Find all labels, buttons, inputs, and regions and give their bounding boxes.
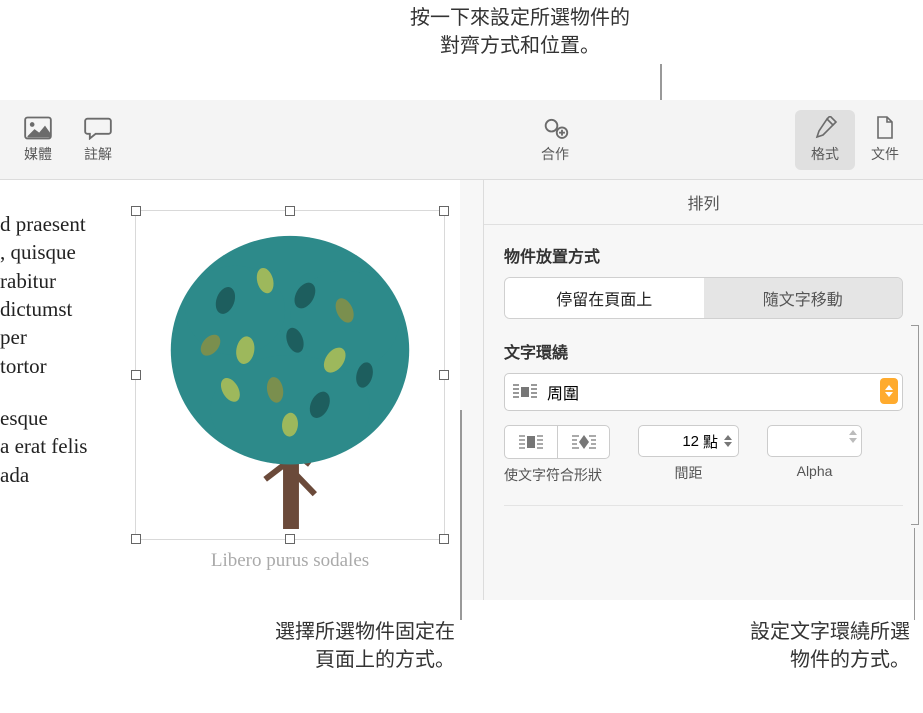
wrap-select-value: 周圍 (547, 380, 579, 404)
spacing-up[interactable] (724, 435, 732, 440)
toolbar-collaborate-label: 合作 (541, 144, 569, 164)
alpha-label: Alpha (767, 463, 862, 479)
spacing-down[interactable] (724, 442, 732, 447)
seg-move-with-text[interactable]: 隨文字移動 (704, 278, 903, 318)
alpha-field[interactable] (767, 425, 862, 457)
callout-bottom-left: 選擇所選物件固定在 頁面上的方式。 (195, 618, 455, 674)
collaborate-icon (541, 116, 569, 140)
toolbar-document-label: 文件 (871, 144, 899, 164)
resize-handle[interactable] (131, 206, 141, 216)
toolbar-comment[interactable]: 註解 (68, 110, 128, 170)
document-icon (871, 116, 899, 140)
callout-line-bl (460, 410, 462, 620)
select-stepper-icon (880, 378, 898, 404)
placement-segmented: 停留在頁面上 隨文字移動 (504, 277, 903, 319)
app-window: 媒體 註解 合作 格式 文件 d praesent, quisquerabitu… (0, 100, 923, 600)
sidebar-divider (504, 505, 903, 506)
fit-contour-button[interactable] (557, 426, 609, 458)
wrap-select[interactable]: 周圍 (504, 373, 903, 411)
alpha-up[interactable] (849, 430, 857, 435)
sidebar-tab-arrange[interactable]: 排列 (484, 180, 923, 225)
spacing-label: 間距 (638, 463, 739, 483)
document-canvas: d praesent, quisquerabiturdictumstpertor… (0, 180, 460, 600)
document-text: d praesent, quisquerabiturdictumstpertor… (0, 210, 130, 513)
alpha-down[interactable] (849, 438, 857, 443)
toolbar-format-label: 格式 (811, 144, 839, 164)
fit-rect-icon (518, 433, 544, 451)
resize-handle[interactable] (439, 206, 449, 216)
tree-illustration (136, 211, 444, 539)
media-icon (24, 116, 52, 140)
seg-stay-on-page[interactable]: 停留在頁面上 (505, 278, 704, 318)
toolbar-media[interactable]: 媒體 (8, 110, 68, 170)
callout-bracket (911, 325, 919, 525)
format-icon (811, 116, 839, 140)
callout-bottom-right: 設定文字環繞所選 物件的方式。 (660, 618, 910, 674)
placement-title: 物件放置方式 (504, 243, 903, 267)
wrap-title: 文字環繞 (504, 339, 903, 363)
callout-top: 按一下來設定所選物件的 對齊方式和位置。 (350, 4, 690, 60)
toolbar-document[interactable]: 文件 (855, 110, 915, 170)
format-sidebar: 排列 物件放置方式 停留在頁面上 隨文字移動 文字環繞 (483, 180, 923, 600)
fit-label: 使文字符合形狀 (504, 465, 610, 485)
text-fit-buttons (504, 425, 610, 459)
toolbar-media-label: 媒體 (24, 144, 52, 164)
toolbar-format[interactable]: 格式 (795, 110, 855, 170)
toolbar: 媒體 註解 合作 格式 文件 (0, 100, 923, 180)
resize-handle[interactable] (285, 534, 295, 544)
spacing-unit: 點 (703, 431, 718, 452)
toolbar-comment-label: 註解 (84, 144, 112, 164)
selected-image[interactable] (135, 210, 445, 540)
wrap-around-icon (513, 383, 537, 401)
resize-handle[interactable] (439, 370, 449, 380)
fit-rect-button[interactable] (505, 426, 557, 458)
toolbar-collaborate[interactable]: 合作 (525, 110, 585, 170)
callout-line-br (914, 528, 916, 620)
image-caption: Libero purus sodales (135, 550, 445, 572)
spacing-stepper[interactable]: 點 (638, 425, 739, 457)
fit-contour-icon (571, 433, 597, 451)
comment-icon (84, 116, 112, 140)
spacing-input[interactable] (649, 433, 699, 450)
resize-handle[interactable] (285, 206, 295, 216)
resize-handle[interactable] (439, 534, 449, 544)
sidebar-tab-label: 排列 (687, 196, 719, 213)
resize-handle[interactable] (131, 534, 141, 544)
resize-handle[interactable] (131, 370, 141, 380)
